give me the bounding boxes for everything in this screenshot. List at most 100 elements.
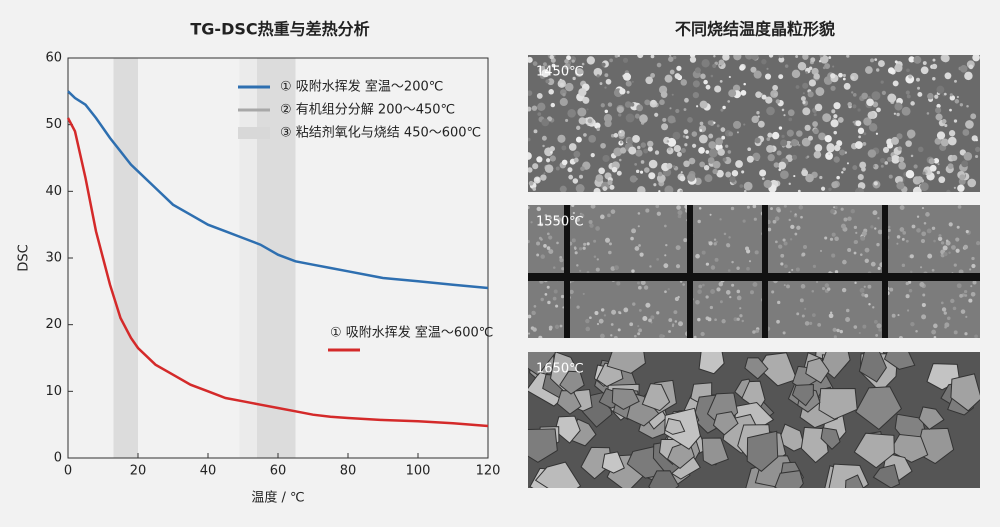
- grain: [638, 309, 642, 312]
- grain: [840, 223, 846, 229]
- grain: [664, 290, 667, 294]
- grain: [852, 93, 857, 97]
- grain: [676, 151, 682, 157]
- grain: [701, 250, 706, 255]
- grain: [746, 266, 750, 271]
- grain: [656, 174, 666, 183]
- grain: [574, 251, 578, 255]
- grain: [654, 150, 660, 155]
- grain: [571, 205, 575, 207]
- grain: [560, 294, 565, 299]
- grain: [608, 250, 612, 255]
- grain: [946, 189, 951, 192]
- grain: [870, 261, 876, 267]
- grain: [601, 451, 625, 474]
- grain: [699, 100, 708, 109]
- grain: [898, 335, 903, 338]
- grain: [637, 186, 646, 192]
- grain: [559, 258, 564, 263]
- grain: [750, 66, 757, 73]
- grain: [770, 207, 773, 211]
- grain: [853, 240, 858, 245]
- grain: [748, 260, 752, 263]
- grain: [830, 119, 839, 128]
- grain: [953, 330, 958, 335]
- grain: [833, 156, 840, 163]
- grain: [561, 145, 567, 151]
- grain: [812, 313, 816, 317]
- grain: [774, 216, 780, 221]
- grain: [725, 171, 732, 178]
- grain: [605, 237, 611, 243]
- grain: [845, 474, 864, 488]
- grain: [787, 109, 795, 117]
- grain: [915, 329, 918, 333]
- grain: [757, 115, 760, 118]
- grain: [819, 175, 823, 180]
- grain: [544, 164, 554, 173]
- grain: [963, 290, 968, 294]
- grain: [966, 104, 969, 108]
- grain: [712, 160, 721, 169]
- grain: [818, 387, 858, 420]
- grain: [965, 230, 969, 234]
- grain: [616, 281, 621, 286]
- grain: [950, 298, 955, 304]
- grain: [934, 137, 942, 145]
- grain: [896, 181, 905, 190]
- grain: [534, 461, 582, 488]
- grain: [795, 85, 800, 89]
- grain: [703, 164, 710, 171]
- grain: [540, 174, 547, 181]
- grain: [752, 330, 756, 334]
- grain: [791, 154, 798, 160]
- grain: [809, 321, 813, 325]
- grain: [833, 130, 838, 135]
- grain: [533, 304, 537, 308]
- grain: [545, 79, 550, 84]
- grain: [851, 76, 855, 80]
- grain: [736, 317, 740, 321]
- grain: [898, 161, 907, 170]
- grain: [833, 144, 841, 152]
- grain: [794, 213, 797, 216]
- grain: [561, 267, 565, 271]
- grain: [613, 147, 623, 157]
- grain: [546, 246, 551, 250]
- grain: [705, 262, 710, 266]
- grain: [630, 236, 634, 241]
- grain: [888, 174, 893, 179]
- grain: [677, 214, 682, 219]
- grain: [963, 244, 969, 250]
- shaded-region: [239, 58, 257, 458]
- grain: [873, 163, 879, 170]
- grain: [540, 254, 545, 259]
- grain: [549, 216, 553, 220]
- grain: [802, 245, 808, 250]
- grain: [550, 102, 556, 108]
- grain: [896, 112, 900, 117]
- grain: [608, 242, 612, 246]
- grain: [807, 135, 813, 141]
- grain: [796, 312, 800, 316]
- grain: [688, 157, 696, 165]
- x-axis-label: 温度 / ℃: [251, 490, 304, 506]
- grain: [640, 280, 646, 286]
- grain: [872, 101, 879, 108]
- grain: [593, 239, 597, 243]
- legend-swatch: [238, 127, 270, 139]
- grain: [820, 186, 826, 191]
- grain: [729, 295, 732, 299]
- grain: [622, 57, 629, 63]
- grain: [713, 55, 716, 58]
- grain: [727, 269, 731, 272]
- y-axis-label: DSC: [17, 244, 32, 271]
- grain: [595, 267, 600, 272]
- grain: [921, 231, 927, 237]
- grain: [847, 216, 852, 221]
- grain: [838, 72, 843, 78]
- grain: [917, 91, 923, 97]
- grain: [784, 264, 788, 269]
- grain: [781, 134, 785, 138]
- grain: [824, 135, 832, 143]
